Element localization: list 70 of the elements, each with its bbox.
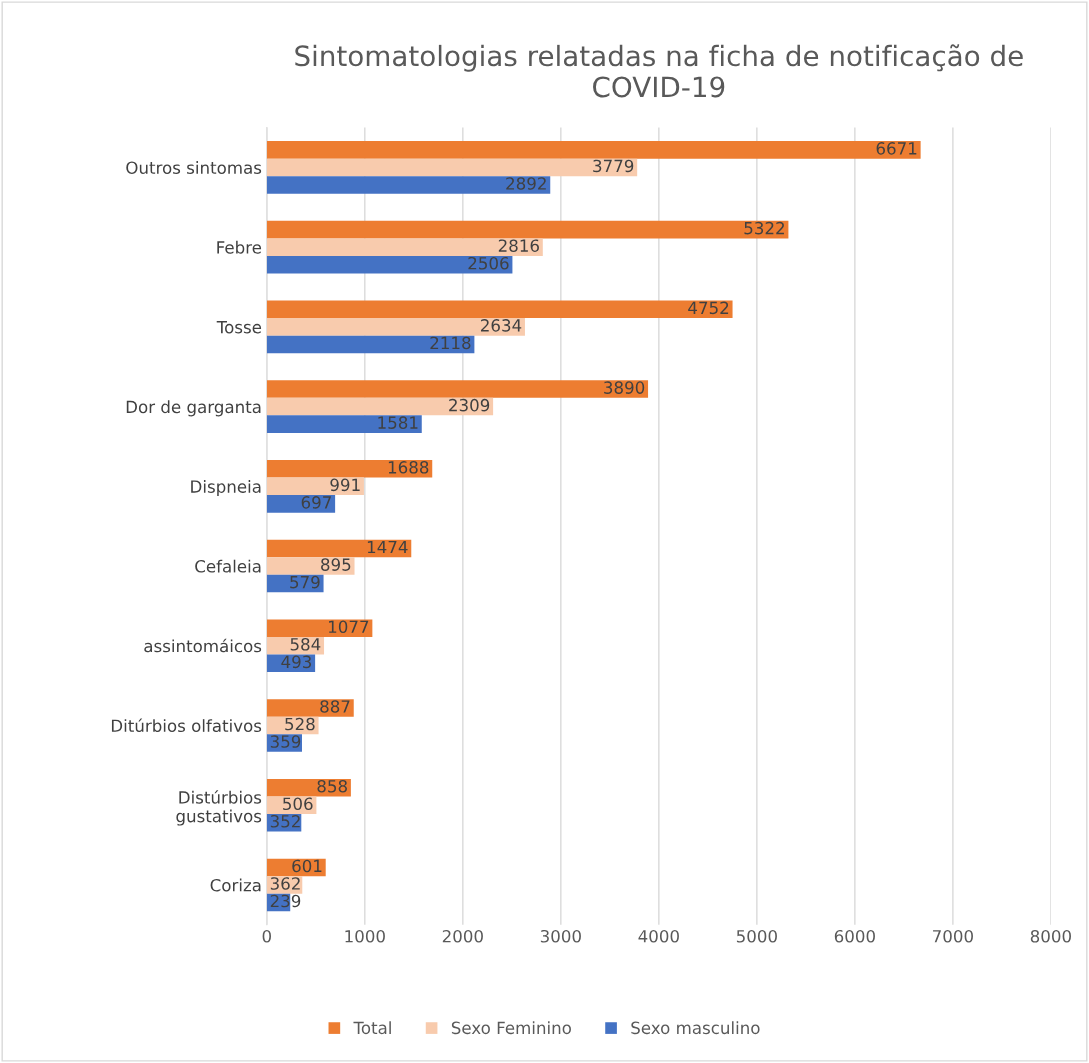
bar (266, 460, 433, 478)
data-label: 493 (281, 655, 312, 669)
data-label: 2816 (498, 239, 539, 252)
bar (266, 158, 638, 177)
bar (266, 238, 543, 256)
x-tick-label: 5000 (736, 929, 777, 943)
data-label: 362 (270, 877, 300, 890)
y-tick-label: Tosse (216, 321, 262, 334)
data-label: 506 (283, 797, 313, 811)
bar (266, 176, 551, 194)
data-label: 359 (270, 735, 301, 748)
bar (266, 335, 475, 354)
data-label: 2118 (430, 336, 471, 350)
data-label: 3890 (604, 381, 645, 394)
x-tick-label: 2000 (442, 929, 483, 943)
data-label: 5322 (744, 221, 784, 235)
data-label: 601 (292, 859, 322, 873)
bar (266, 300, 733, 319)
bar (266, 415, 422, 433)
bar (266, 220, 789, 239)
data-label: 579 (290, 575, 320, 589)
bar (266, 255, 513, 274)
x-tick-label: 0 (262, 929, 271, 943)
legend-label: Sexo masculino (631, 1021, 760, 1035)
bar (266, 397, 494, 416)
y-tick-label: Cefaleia (195, 559, 261, 573)
data-label: 1581 (378, 416, 418, 429)
bar (266, 380, 649, 398)
bar (266, 619, 373, 637)
data-label: 584 (290, 638, 321, 651)
bar (266, 318, 525, 336)
y-tick-label: Dispneia (191, 479, 261, 497)
data-label: 887 (320, 700, 350, 713)
data-label: 2892 (506, 177, 546, 190)
bar (266, 557, 355, 575)
y-tick-label: Febre (217, 240, 262, 254)
y-tick-label: Coriza (210, 878, 261, 892)
data-label: 2506 (468, 256, 509, 270)
data-label: 4752 (688, 301, 729, 315)
data-label: 991 (330, 478, 360, 492)
data-label: 352 (270, 814, 300, 828)
legend-label: Total (353, 1021, 391, 1035)
legend-label: Sexo Feminino (451, 1021, 571, 1035)
x-tick-label: 4000 (638, 929, 679, 943)
data-label: 895 (321, 558, 351, 571)
data-label: 697 (301, 496, 331, 509)
x-tick-label: 7000 (933, 929, 973, 943)
y-tick-label: assintomáicos (144, 638, 262, 653)
data-label: 528 (285, 717, 315, 731)
data-label: 1077 (329, 620, 369, 634)
bar (266, 141, 921, 159)
data-label: 1474 (367, 540, 408, 554)
bar (266, 699, 354, 717)
y-tick-label: Dor de garganta (126, 400, 261, 417)
chart-title: Sintomatologias relatadas na ficha de notificação de COVID-19 (295, 44, 1023, 98)
data-label: 3779 (593, 159, 634, 173)
data-label: 2309 (449, 398, 490, 412)
data-label: 858 (317, 779, 347, 793)
x-tick-label: 1000 (345, 929, 385, 943)
data-label: 2634 (480, 319, 522, 332)
x-tick-label: 8000 (1030, 929, 1071, 943)
data-label: 6671 (876, 142, 917, 155)
y-tick-label: Outros sintomas (126, 161, 262, 174)
bar (266, 495, 336, 513)
bar (266, 539, 412, 558)
y-tick-label: Distúrbios gustativos (176, 790, 262, 826)
x-tick-label: 3000 (540, 929, 581, 943)
y-tick-label: Ditúrbios olfativos (111, 718, 262, 733)
x-tick-label: 6000 (834, 929, 875, 943)
data-label: 1688 (388, 461, 429, 474)
